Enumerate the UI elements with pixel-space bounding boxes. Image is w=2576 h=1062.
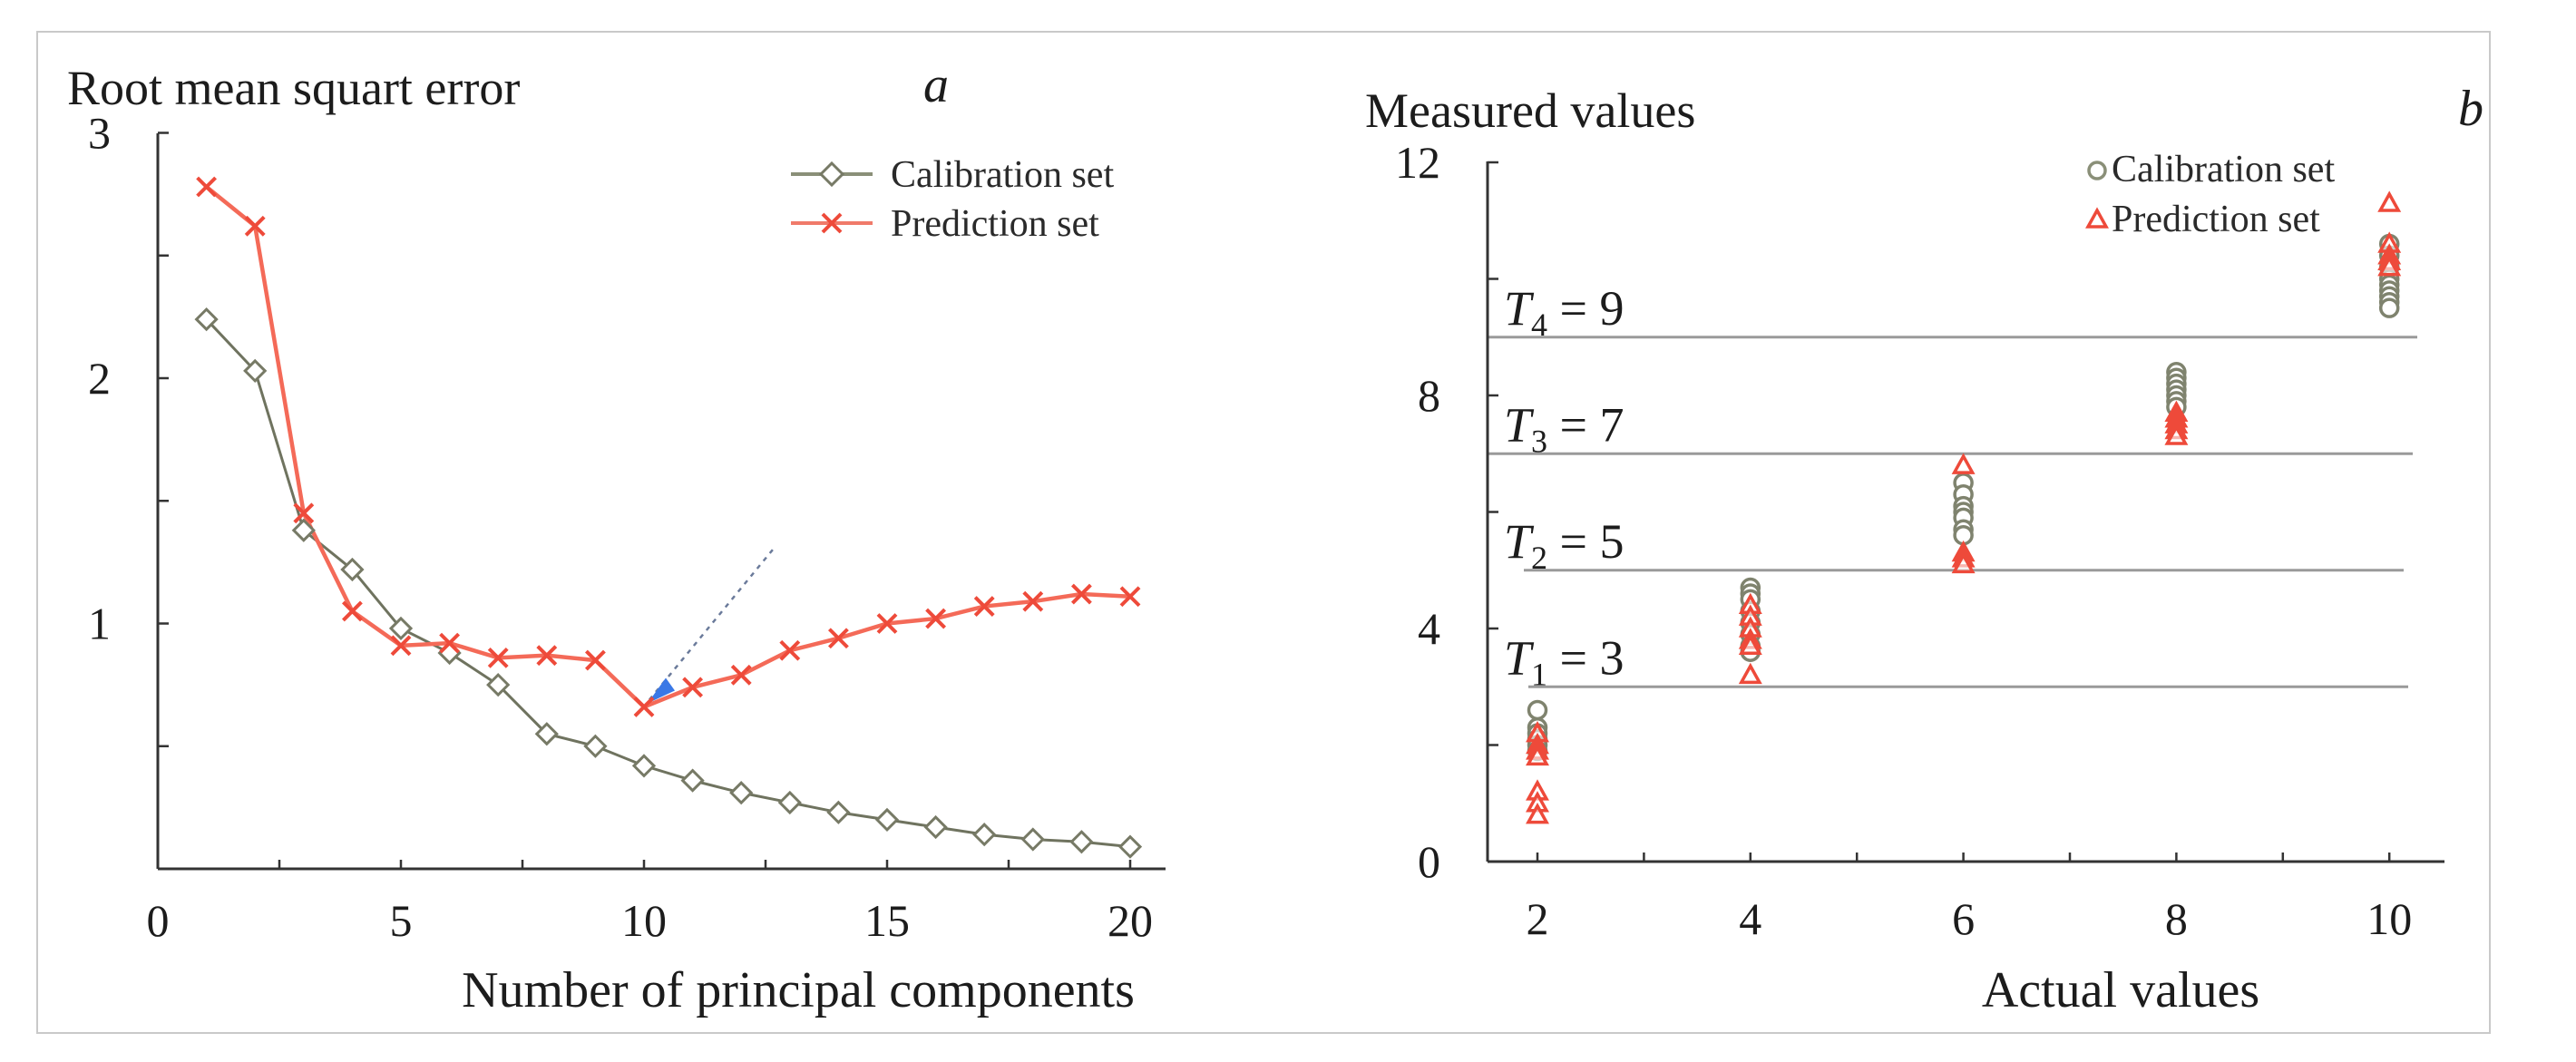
chart-b-y-tick-label: 4 xyxy=(1418,603,1440,654)
chart-b-x-tick-label: 8 xyxy=(2165,893,2188,944)
calibration-point xyxy=(631,754,657,778)
chart-b-y-tick-label: 12 xyxy=(1395,137,1440,188)
chart-a-guide-line xyxy=(649,549,774,701)
chart-a-x-tick-label: 20 xyxy=(1107,895,1153,946)
chart-a-y-tick-label: 1 xyxy=(88,599,111,649)
legend-calibration-label: Calibration set xyxy=(891,154,1114,196)
chart-b-x-axis-label: Actual values xyxy=(1982,962,2259,1018)
prediction-point xyxy=(244,215,266,237)
threshold-label: T4 = 9 xyxy=(1504,281,1625,343)
threshold-label: T2 = 5 xyxy=(1504,514,1625,576)
legend-prediction-marker xyxy=(821,212,843,234)
prediction-point xyxy=(1738,633,1762,656)
prediction-point xyxy=(2164,424,2189,445)
prediction-series-line xyxy=(205,185,1131,710)
chart-b-x-tick-label: 6 xyxy=(1952,893,1975,944)
chart-a-x-tick-label: 15 xyxy=(864,895,910,946)
calibration-point xyxy=(486,673,511,697)
calibration-point xyxy=(826,800,851,824)
prediction-point xyxy=(1119,586,1141,608)
chart-b-x-tick-label: 4 xyxy=(1739,893,1761,944)
prediction-point xyxy=(1070,583,1092,605)
calibration-point xyxy=(972,823,997,847)
prediction-point xyxy=(487,647,509,668)
prediction-point xyxy=(730,664,752,686)
threshold-label: T3 = 7 xyxy=(1504,397,1625,459)
prediction-point xyxy=(1738,662,1762,685)
calibration-point xyxy=(680,768,705,793)
chart-b-title: Measured values xyxy=(1365,83,1695,138)
calibration-point xyxy=(1527,699,1548,721)
chart-a-x-tick-label: 10 xyxy=(621,895,667,946)
chart-b-x-tick-label: 10 xyxy=(2366,893,2412,944)
legend-calibration-marker xyxy=(818,161,845,188)
calibration-point xyxy=(243,358,268,384)
prediction-point xyxy=(341,600,363,622)
chart-a-x-axis-label: Number of principal components xyxy=(462,962,1135,1018)
prediction-point xyxy=(536,645,558,667)
prediction-point xyxy=(390,635,412,657)
calibration-point xyxy=(194,307,219,332)
prediction-point xyxy=(1022,590,1044,612)
calibration-point xyxy=(874,807,900,833)
panel-a-label: a xyxy=(923,57,949,113)
chart-b-y-tick-label: 0 xyxy=(1418,836,1440,887)
calibration-point xyxy=(1069,830,1094,854)
legend-prediction-label: Prediction set xyxy=(2112,199,2320,240)
calibration-point xyxy=(1117,834,1143,859)
prediction-point xyxy=(2377,190,2402,212)
legend-prediction-label: Prediction set xyxy=(891,203,1099,245)
calibration-point xyxy=(534,722,559,746)
chart-b-y-tick-label: 8 xyxy=(1418,370,1440,421)
calibration-point xyxy=(729,781,754,805)
legend-calibration-label: Calibration set xyxy=(2112,149,2335,190)
prediction-point xyxy=(2377,255,2402,277)
calibration-point xyxy=(583,734,608,758)
chart-a-y-tick-label: 2 xyxy=(88,353,111,404)
calibration-point xyxy=(2378,297,2400,318)
calibration-point xyxy=(340,557,365,582)
chart-b-x-tick-label: 2 xyxy=(1527,893,1549,944)
calibration-point xyxy=(291,518,316,542)
figure-frame xyxy=(36,31,2491,1034)
prediction-point xyxy=(584,649,606,671)
chart-a-y-tick-label: 3 xyxy=(88,108,111,159)
chart-b-axes: 0 4 8 12 2 4 6 8 10 xyxy=(1395,137,2444,944)
prediction-point xyxy=(682,677,704,698)
prediction-point xyxy=(1951,453,1976,474)
threshold-label: T1 = 3 xyxy=(1504,630,1625,692)
prediction-point xyxy=(293,502,315,524)
chart-a-minimum-arrow xyxy=(648,677,675,704)
calibration-point xyxy=(923,814,948,840)
prediction-point xyxy=(1526,802,1549,824)
prediction-point xyxy=(973,596,995,617)
chart-b-thresholds: T1 = 3 T2 = 5 T3 = 7 T4 = 9 xyxy=(1488,281,2417,692)
chart-a-x-tick-label: 5 xyxy=(390,895,413,946)
prediction-point xyxy=(439,632,461,654)
prediction-point xyxy=(1951,551,1976,574)
calibration-series-line xyxy=(205,318,1131,849)
legend-prediction-marker xyxy=(2085,207,2109,229)
chart-a-legend: Calibration set Prediction set xyxy=(791,154,1114,245)
chart-b-legend: Calibration set Prediction set xyxy=(2085,149,2335,240)
chart-a-plot-area xyxy=(194,176,1143,859)
legend-calibration-marker xyxy=(2087,161,2107,180)
prediction-point xyxy=(925,608,947,629)
chart-b-plot-area xyxy=(1526,190,2402,824)
prediction-point xyxy=(1526,744,1549,766)
chart-a-title: Root mean squart error xyxy=(67,61,520,115)
chart-a-x-tick-label: 0 xyxy=(147,895,170,946)
prediction-point xyxy=(827,628,849,649)
prediction-point xyxy=(779,639,801,661)
chart-a-axes: 1 2 3 0 5 10 15 20 xyxy=(88,108,1166,946)
panel-b-label: b xyxy=(2458,81,2483,137)
calibration-point xyxy=(777,790,802,815)
prediction-point xyxy=(876,613,898,634)
prediction-point xyxy=(196,176,218,198)
calibration-point xyxy=(388,616,414,641)
prediction-point xyxy=(633,697,655,717)
calibration-point xyxy=(1020,827,1045,852)
